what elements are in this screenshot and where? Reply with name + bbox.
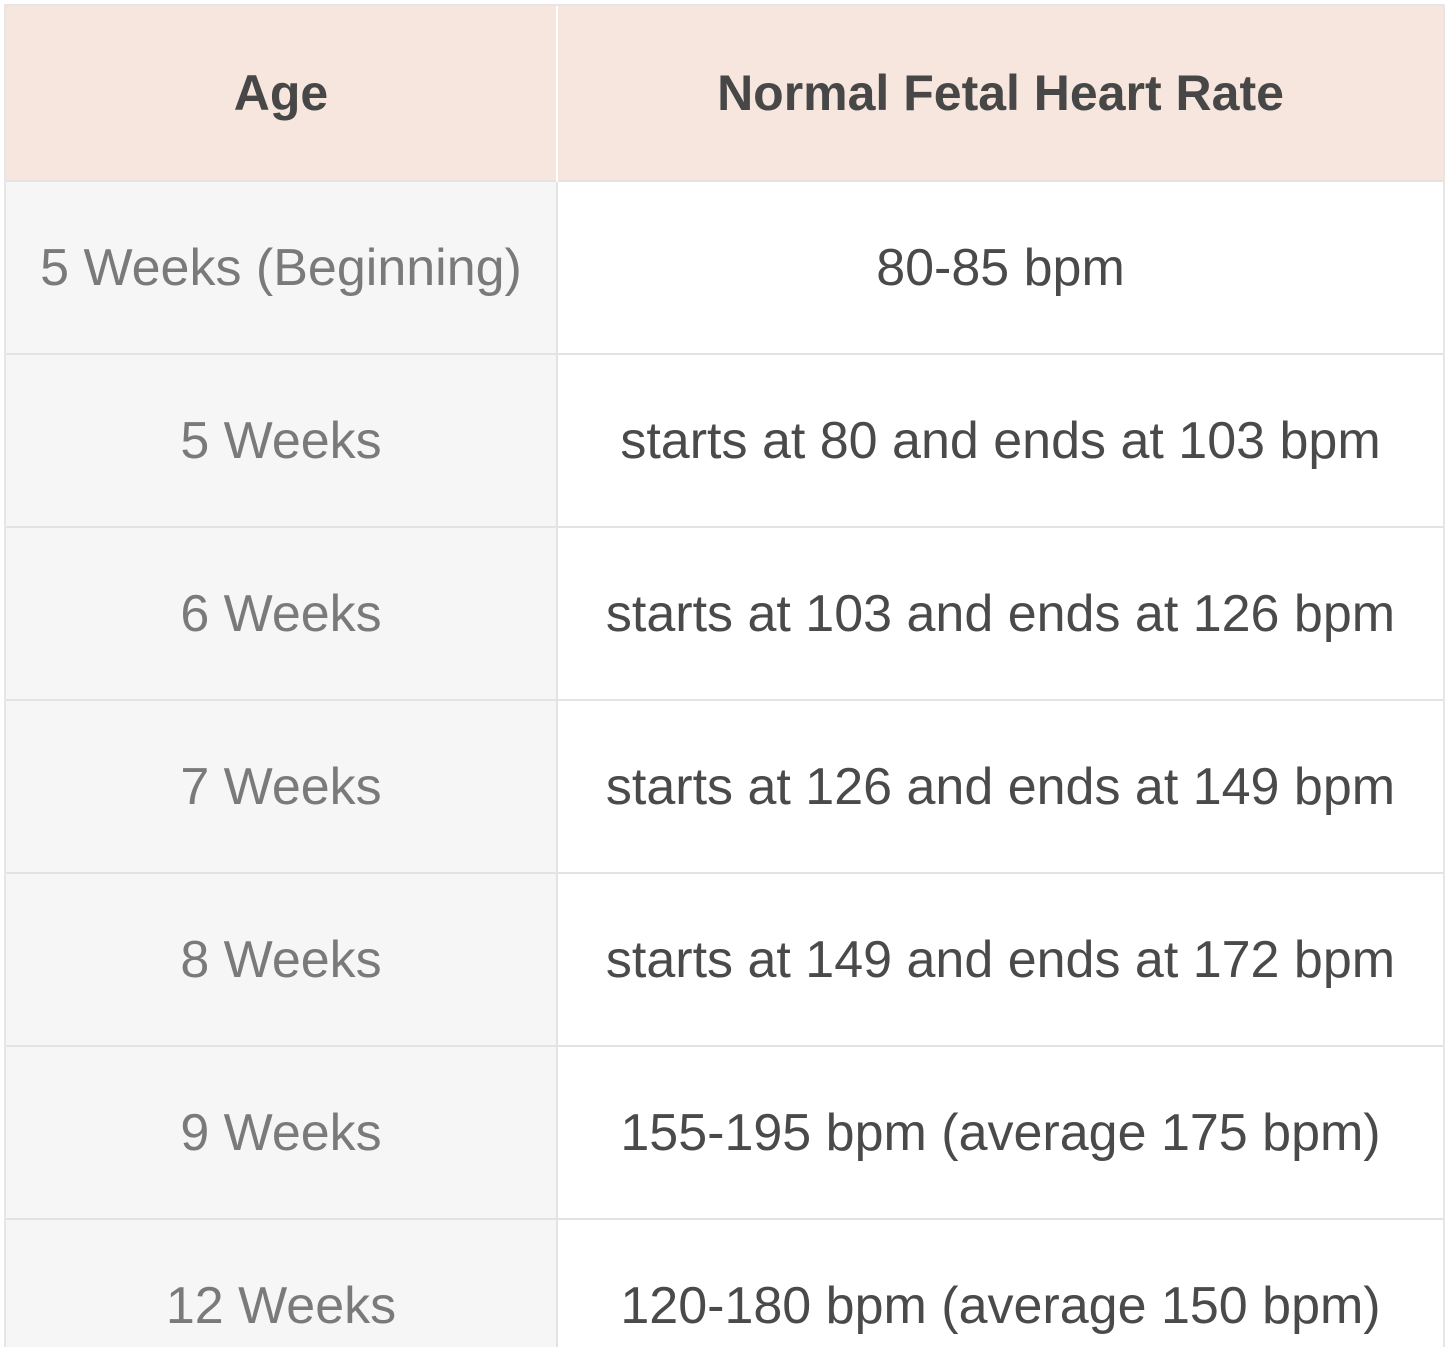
column-header-heart-rate: Normal Fetal Heart Rate	[557, 6, 1443, 181]
age-cell: 8 Weeks	[6, 872, 558, 1046]
table-row: 9 Weeks 155-195 bpm (average 175 bpm)	[6, 1045, 1443, 1219]
fetal-heart-rate-table: Age Normal Fetal Heart Rate 5 Weeks (Beg…	[6, 6, 1443, 1347]
heart-rate-cell: starts at 103 and ends at 126 bpm	[557, 526, 1443, 700]
table-row: 8 Weeks starts at 149 and ends at 172 bp…	[6, 872, 1443, 1046]
table-row: 5 Weeks (Beginning) 80-85 bpm	[6, 180, 1443, 354]
age-cell: 9 Weeks	[6, 1045, 558, 1219]
column-header-age: Age	[6, 6, 558, 181]
age-cell: 5 Weeks	[6, 353, 558, 527]
heart-rate-cell: 155-195 bpm (average 175 bpm)	[557, 1045, 1443, 1219]
table-row: 6 Weeks starts at 103 and ends at 126 bp…	[6, 526, 1443, 700]
fetal-heart-rate-table-container: Age Normal Fetal Heart Rate 5 Weeks (Beg…	[4, 4, 1445, 1347]
table-row: 5 Weeks starts at 80 and ends at 103 bpm	[6, 353, 1443, 527]
age-cell: 5 Weeks (Beginning)	[6, 180, 558, 354]
heart-rate-cell: starts at 126 and ends at 149 bpm	[557, 699, 1443, 873]
heart-rate-cell: starts at 149 and ends at 172 bpm	[557, 872, 1443, 1046]
table-row: 7 Weeks starts at 126 and ends at 149 bp…	[6, 699, 1443, 873]
table-row: 12 Weeks 120-180 bpm (average 150 bpm)	[6, 1218, 1443, 1347]
age-cell: 7 Weeks	[6, 699, 558, 873]
table-header-row: Age Normal Fetal Heart Rate	[6, 6, 1443, 181]
age-cell: 12 Weeks	[6, 1218, 558, 1347]
heart-rate-cell: starts at 80 and ends at 103 bpm	[557, 353, 1443, 527]
heart-rate-cell: 120-180 bpm (average 150 bpm)	[557, 1218, 1443, 1347]
heart-rate-cell: 80-85 bpm	[557, 180, 1443, 354]
age-cell: 6 Weeks	[6, 526, 558, 700]
